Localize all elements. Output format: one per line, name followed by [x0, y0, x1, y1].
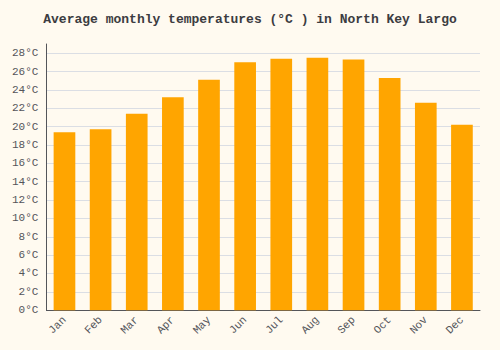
svg-text:10°C: 10°C	[12, 212, 39, 224]
svg-text:26°C: 26°C	[12, 66, 39, 78]
svg-text:Oct: Oct	[371, 314, 393, 336]
svg-text:2°C: 2°C	[19, 286, 39, 298]
svg-text:Aug: Aug	[299, 314, 321, 336]
svg-text:Feb: Feb	[82, 314, 104, 336]
svg-text:0°C: 0°C	[19, 304, 39, 316]
svg-text:Average monthly temperatures (: Average monthly temperatures (°C ) in No…	[43, 12, 457, 27]
svg-text:16°C: 16°C	[12, 157, 39, 169]
svg-text:Apr: Apr	[155, 314, 177, 336]
svg-text:Sep: Sep	[335, 314, 357, 336]
svg-text:4°C: 4°C	[19, 267, 39, 279]
svg-text:Jan: Jan	[46, 314, 68, 336]
svg-text:Nov: Nov	[408, 314, 431, 337]
svg-text:28°C: 28°C	[12, 47, 39, 59]
svg-text:Mar: Mar	[119, 314, 141, 336]
svg-text:May: May	[191, 314, 214, 337]
svg-text:22°C: 22°C	[12, 102, 39, 114]
svg-text:20°C: 20°C	[12, 121, 39, 133]
svg-text:18°C: 18°C	[12, 139, 39, 151]
svg-text:6°C: 6°C	[19, 249, 39, 261]
svg-text:24°C: 24°C	[12, 84, 39, 96]
svg-text:14°C: 14°C	[12, 176, 39, 188]
svg-text:Jul: Jul	[263, 314, 285, 336]
svg-text:Dec: Dec	[444, 314, 466, 336]
svg-text:Jun: Jun	[227, 314, 249, 336]
svg-text:8°C: 8°C	[19, 231, 39, 243]
svg-text:12°C: 12°C	[12, 194, 39, 206]
